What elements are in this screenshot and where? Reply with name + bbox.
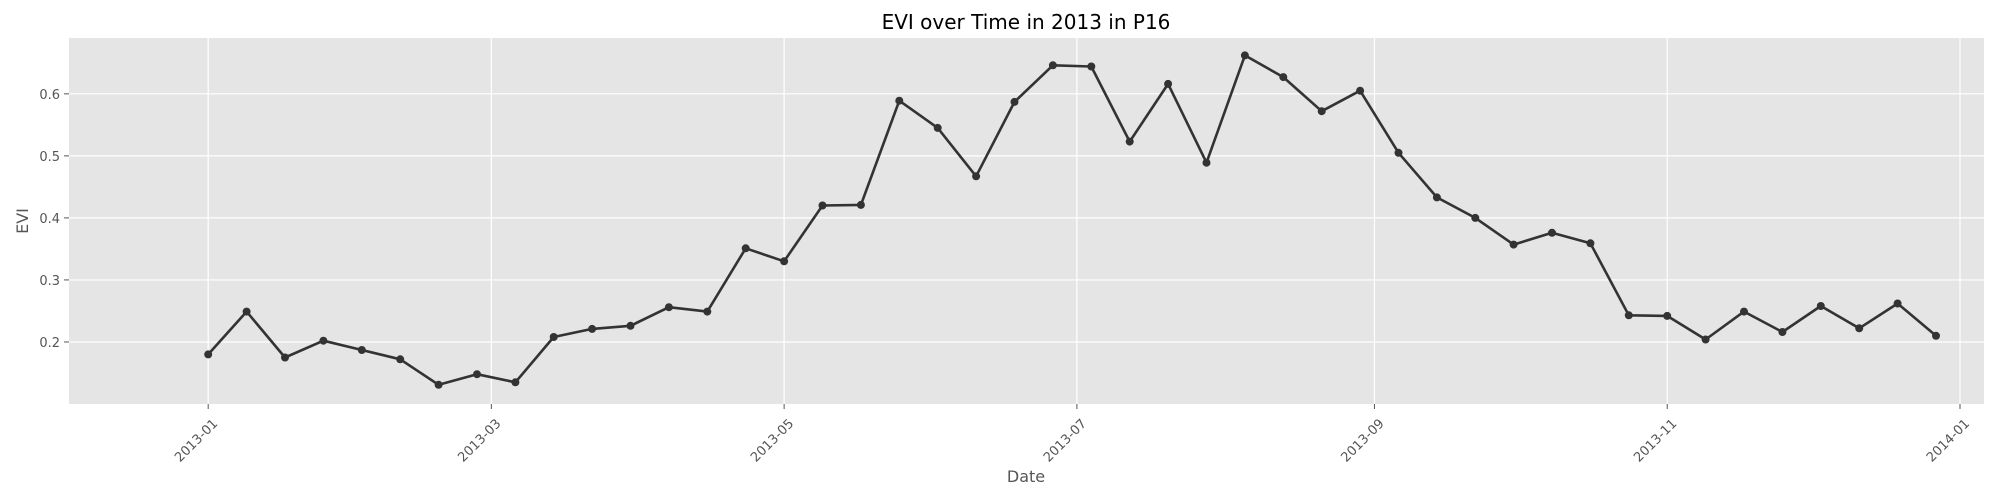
evi-data-point bbox=[741, 244, 750, 253]
evi-series-line bbox=[207, 54, 1937, 387]
evi-data-point bbox=[1701, 335, 1710, 344]
evi-data-point bbox=[1740, 307, 1748, 316]
evi-data-point bbox=[1855, 324, 1864, 333]
evi-data-point bbox=[434, 380, 443, 389]
evi-data-point bbox=[242, 307, 251, 316]
y-tick-label: 0.3 bbox=[39, 274, 60, 289]
y-tick-label: 0.2 bbox=[39, 336, 60, 351]
evi-data-point bbox=[281, 353, 289, 362]
grid bbox=[69, 38, 1984, 404]
evi-data-point bbox=[1509, 240, 1518, 249]
evi-data-point bbox=[895, 96, 904, 105]
evi-data-point bbox=[1164, 79, 1173, 88]
evi-data-point bbox=[1279, 73, 1288, 82]
evi-data-point bbox=[1317, 107, 1326, 116]
evi-data-point bbox=[664, 303, 673, 312]
evi-data-point bbox=[818, 201, 827, 210]
x-axis-label: Date bbox=[1007, 467, 1045, 486]
y-tick-label: 0.6 bbox=[39, 88, 60, 103]
evi-data-point bbox=[780, 257, 789, 266]
evi-data-point bbox=[1010, 97, 1019, 106]
evi-data-point bbox=[1125, 137, 1134, 146]
evi-data-point bbox=[1816, 302, 1825, 310]
evi-data-point bbox=[856, 200, 865, 209]
evi-data-points bbox=[204, 51, 1940, 389]
evi-data-point bbox=[1932, 331, 1940, 340]
evi-data-point bbox=[588, 324, 597, 333]
evi-data-point bbox=[473, 370, 481, 379]
evi-data-point bbox=[1778, 328, 1787, 336]
evi-data-point bbox=[319, 336, 328, 345]
evi-data-point bbox=[1548, 228, 1556, 237]
evi-data-point bbox=[1394, 148, 1403, 157]
y-axis-label: EVI bbox=[13, 208, 32, 234]
evi-data-point bbox=[396, 355, 405, 364]
evi-data-point bbox=[1240, 51, 1249, 60]
evi-data-point bbox=[1048, 61, 1057, 70]
evi-data-point bbox=[1471, 213, 1480, 222]
evi-data-point bbox=[626, 321, 635, 330]
evi-data-point bbox=[1202, 158, 1211, 167]
evi-data-point bbox=[972, 172, 981, 181]
evi-data-point bbox=[1893, 299, 1902, 308]
evi-data-point bbox=[1432, 193, 1441, 202]
evi-data-point bbox=[549, 333, 558, 341]
evi-data-point bbox=[1087, 62, 1096, 71]
evi-data-point bbox=[1356, 86, 1365, 95]
y-tick-label: 0.5 bbox=[39, 150, 60, 165]
evi-data-point bbox=[1586, 239, 1595, 248]
plot-area bbox=[69, 38, 1984, 404]
evi-data-point bbox=[204, 350, 213, 359]
chart-title: EVI over Time in 2013 in P16 bbox=[882, 10, 1171, 34]
evi-data-point bbox=[933, 123, 942, 132]
evi-data-point bbox=[511, 378, 520, 387]
evi-data-point bbox=[703, 307, 712, 316]
y-tick-label: 0.4 bbox=[39, 212, 60, 227]
evi-data-point bbox=[1624, 311, 1633, 320]
evi-data-point bbox=[1663, 311, 1672, 320]
evi-data-point bbox=[357, 346, 366, 354]
